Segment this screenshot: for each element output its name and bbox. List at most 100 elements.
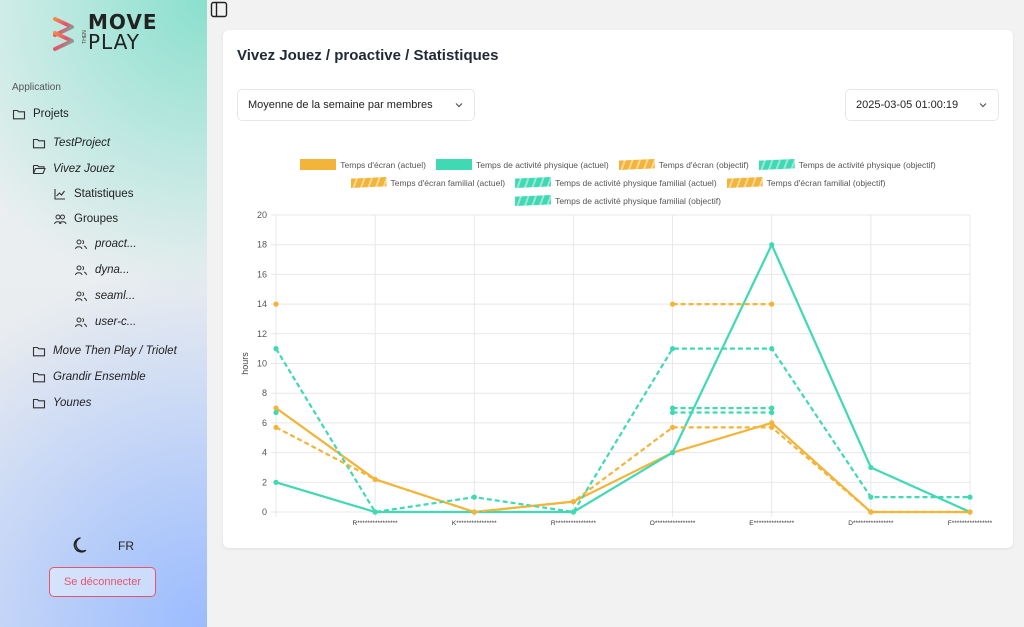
users-icon [75,317,87,328]
series-line [275,243,971,514]
data-point [669,346,676,352]
data-point [273,301,279,307]
x-tick-label: D**************** [848,520,894,527]
moon-icon[interactable] [72,535,92,555]
y-tick-label: 0 [262,507,267,517]
sidebar-item-group-seaml[interactable]: seaml... [74,289,135,303]
users-icon [75,291,87,302]
sidebar-section-label: Application [12,82,61,93]
sidebar-toggle-icon[interactable] [210,1,228,18]
legend-swatch [726,177,763,188]
y-axis-label: hours [240,352,250,375]
y-tick-label: 20 [257,210,267,220]
legend-item[interactable]: Temps de activité physique (objectif) [758,159,936,170]
data-point [669,405,676,411]
line-chart: 0 2 4 6 8 10 12 14 16 18 20 R**************** K*****… [240,210,993,527]
sidebar-item-label: Statistiques [74,188,134,200]
data-point [769,409,775,416]
series-line [275,407,970,514]
legend-item[interactable]: Temps d'écran (actuel) [300,159,426,170]
legend-swatch [515,195,552,206]
legend-label: Temps d'écran (objectif) [658,159,749,170]
sidebar-item-groupes[interactable]: Groupes [53,212,118,226]
legend-swatch [618,159,655,170]
data-point [769,420,775,426]
sidebar-item-group-user-c[interactable]: user-c... [74,315,136,329]
x-tick-label: F**************** [948,520,993,527]
language-switch[interactable]: FR [118,539,134,553]
sidebar-item-group-proactive[interactable]: proact... [74,237,137,251]
line-chart-icon [54,189,65,200]
folder-open-icon [32,164,46,175]
brand-logo-mark-icon [53,17,74,51]
data-point [372,509,378,515]
statistics-card: Vivez Jouez / proactive / Statistiques M… [223,30,1013,548]
y-tick-label: 2 [262,477,267,487]
legend-swatch [758,159,795,170]
y-tick-label: 18 [257,240,267,250]
legend-label: Temps d'écran (actuel) [340,159,426,170]
sidebar-item-move-then-play-triolet[interactable]: Move Then Play / Triolet [32,344,177,358]
sidebar-item-statistiques[interactable]: Statistiques [53,187,133,201]
data-point [273,346,279,352]
sidebar: MOVE PLAY THEN Application Projets TestP… [0,0,207,627]
sidebar-item-projets[interactable]: Projets [12,107,69,121]
legend-item[interactable]: Temps d'écran familial (objectif) [726,177,885,188]
legend-item[interactable]: Temps d'écran familial (actuel) [350,177,505,188]
sidebar-item-label: TestProject [53,137,111,149]
data-point [273,479,279,485]
data-point [769,346,775,352]
x-tick-label: O**************** [650,520,696,527]
y-tick-label: 4 [262,448,267,458]
data-point [769,424,775,430]
x-tick-label: R**************** [551,520,597,527]
sidebar-item-label: proact... [95,238,137,250]
users-icon [75,265,87,276]
data-point [868,509,874,515]
legend-item[interactable]: Temps de activité physique familial (act… [515,177,717,188]
folder-icon [32,346,46,357]
data-point [669,409,676,416]
brand-logo[interactable]: MOVE PLAY THEN [52,12,162,54]
sidebar-item-label: Groupes [74,213,119,225]
y-tick-label: 12 [257,329,267,339]
logout-button[interactable]: Se déconnecter [49,567,156,597]
legend-label: Temps de activité physique familial (obj… [555,195,721,206]
group-icon [54,214,67,225]
series-line [275,426,970,514]
sidebar-item-younes[interactable]: Younes [32,396,91,410]
data-point [273,405,279,411]
legend-swatch [300,159,337,170]
sidebar-item-vivez-jouez[interactable]: Vivez Jouez [32,162,115,176]
chevron-down-icon [979,103,987,108]
legend-label: Temps de activité physique (objectif) [798,159,936,170]
period-mode-select[interactable]: Moyenne de la semaine par membres [237,89,475,121]
sidebar-item-label: Grandir Ensemble [53,371,146,383]
data-point [273,424,279,430]
page-title: Vivez Jouez / proactive / Statistiques [237,47,499,64]
legend-row-3: Temps de activité physique familial (obj… [223,195,1013,206]
brand-line1: MOVE [88,10,158,34]
legend-item[interactable]: Temps de activité physique (actuel) [435,159,609,170]
date-select-value: 2025-03-05 01:00:19 [856,99,959,111]
folder-icon [32,138,46,149]
date-select[interactable]: 2025-03-05 01:00:19 [845,89,999,121]
y-tick-label: 14 [257,299,267,309]
sidebar-item-label: Vivez Jouez [53,163,115,175]
data-point [372,476,378,482]
y-tick-label: 16 [257,269,267,279]
data-point [669,450,676,456]
data-point [868,464,874,471]
legend-label: Temps de activité physique familial (act… [555,177,717,188]
data-point [570,499,577,505]
sidebar-item-label: seaml... [95,290,136,302]
x-tick-label: E**************** [749,520,794,527]
legend-swatch [435,159,472,170]
data-point [570,509,577,515]
legend-item[interactable]: Temps de activité physique familial (obj… [515,195,721,206]
y-tick-label: 8 [262,388,267,398]
legend-item[interactable]: Temps d'écran (objectif) [618,159,749,170]
sidebar-item-grandir-ensemble[interactable]: Grandir Ensemble [32,370,146,384]
sidebar-item-testproject[interactable]: TestProject [32,136,110,150]
sidebar-item-group-dyna[interactable]: dyna... [74,263,130,277]
